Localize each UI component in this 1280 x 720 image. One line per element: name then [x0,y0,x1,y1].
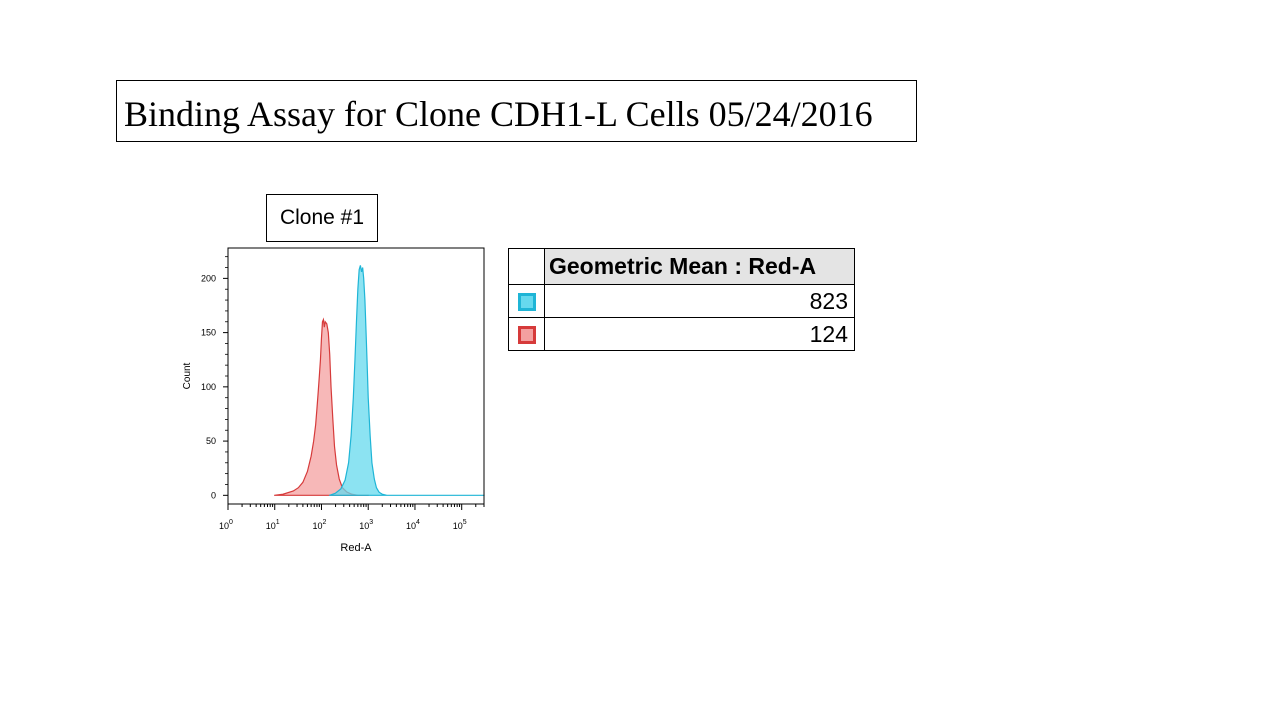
x-tick-label: 103 [359,519,373,531]
stats-header-row: Geometric Mean : Red-A [508,248,855,285]
stats-table: Geometric Mean : Red-A 823 124 [508,248,855,351]
y-tick-label: 0 [211,490,216,500]
y-tick-label: 50 [206,436,216,446]
series-color-swatch [517,293,536,312]
stats-header-blank [508,248,545,285]
x-tick-label: 102 [313,519,327,531]
series-color-swatch [517,326,536,345]
x-tick-label: 100 [219,519,233,531]
stats-row: 823 [508,284,855,318]
y-tick-label: 150 [201,328,216,338]
x-tick-label: 105 [453,519,467,531]
stats-value: 124 [544,317,855,351]
y-tick-label: 200 [201,273,216,283]
stats-value: 823 [544,284,855,318]
x-axis-label: Red-A [340,542,372,554]
y-tick-label: 100 [201,382,216,392]
page-title: Binding Assay for Clone CDH1-L Cells 05/… [116,80,917,142]
stats-swatch-cell [508,317,545,351]
stats-row: 124 [508,317,855,351]
y-axis-label: Count [182,362,193,389]
stats-header: Geometric Mean : Red-A [544,248,855,285]
stats-swatch-cell [508,284,545,318]
histogram-chart: 0 50 100 150 200 100 101 102 103 104 105 Count Red… [182,247,485,554]
series-layer [274,265,485,496]
x-tick-label: 104 [406,519,420,531]
x-tick-label: 101 [266,519,280,531]
panel-label: Clone #1 [266,194,378,242]
histogram-series-1 [329,265,485,496]
